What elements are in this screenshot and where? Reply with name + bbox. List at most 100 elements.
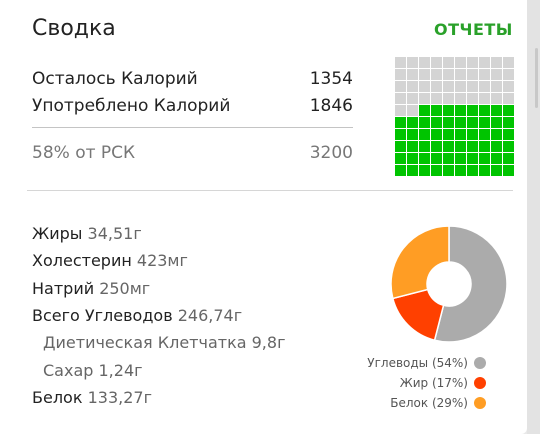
waffle-cell-empty — [455, 57, 466, 68]
waffle-cell-empty — [407, 81, 418, 92]
waffle-cell-filled — [491, 117, 502, 128]
waffle-cell-filled — [455, 129, 466, 140]
waffle-cell-filled — [479, 153, 490, 164]
scrollbar-track[interactable] — [527, 0, 540, 434]
waffle-cell-empty — [467, 69, 478, 80]
waffle-cell-empty — [443, 69, 454, 80]
nutrient-label: Всего Углеводов — [32, 305, 173, 325]
waffle-cell-empty — [407, 69, 418, 80]
waffle-cell-filled — [491, 165, 502, 176]
waffle-cell-filled — [419, 129, 430, 140]
waffle-cell-empty — [431, 57, 442, 68]
waffle-cell-empty — [467, 57, 478, 68]
scrollbar-thumb[interactable] — [535, 48, 538, 108]
summary-card: Сводка ОТЧЕТЫ Осталось Калорий 1354 Упот… — [0, 0, 527, 434]
legend-label: Жир (17%) — [399, 376, 468, 390]
waffle-cell-filled — [395, 117, 406, 128]
waffle-cell-empty — [455, 93, 466, 104]
waffle-cell-empty — [503, 69, 514, 80]
waffle-cell-filled — [479, 105, 490, 116]
waffle-cell-empty — [431, 81, 442, 92]
waffle-cell-filled — [467, 105, 478, 116]
nutrient-label: Холестерин — [32, 251, 132, 271]
waffle-cell-filled — [455, 141, 466, 152]
waffle-cell-filled — [467, 129, 478, 140]
waffle-cell-filled — [491, 141, 502, 152]
waffle-cell-filled — [407, 165, 418, 176]
waffle-cell-filled — [407, 153, 418, 164]
waffle-cell-filled — [395, 141, 406, 152]
waffle-cell-empty — [419, 81, 430, 92]
waffle-cell-filled — [419, 141, 430, 152]
waffle-cell-empty — [455, 81, 466, 92]
remaining-calories-value: 1354 — [309, 69, 353, 89]
waffle-cell-empty — [479, 57, 490, 68]
waffle-cell-filled — [503, 141, 514, 152]
waffle-cell-filled — [503, 153, 514, 164]
nutrient-row: Сахар 1,24г — [43, 361, 143, 380]
donut-slice-Белок — [390, 225, 450, 300]
waffle-cell-filled — [443, 165, 454, 176]
remaining-calories-label: Осталось Калорий — [32, 69, 198, 89]
calorie-waffle-grid — [395, 57, 514, 176]
nutrient-value: 246,74г — [172, 305, 243, 325]
nutrient-label: Натрий — [32, 278, 95, 298]
waffle-cell-empty — [395, 105, 406, 116]
nutrient-label: Диетическая Клетчатка — [43, 333, 247, 353]
legend-label: Углеводы (54%) — [367, 356, 468, 370]
waffle-cell-filled — [455, 117, 466, 128]
waffle-cell-filled — [503, 117, 514, 128]
waffle-cell-filled — [503, 105, 514, 116]
waffle-cell-filled — [431, 105, 442, 116]
waffle-cell-empty — [443, 93, 454, 104]
waffle-cell-empty — [443, 57, 454, 68]
waffle-cell-filled — [443, 141, 454, 152]
nutrient-value: 1,24г — [93, 360, 143, 380]
legend-dot — [474, 377, 486, 389]
waffle-cell-empty — [491, 81, 502, 92]
nutrient-row: Диетическая Клетчатка 9,8г — [43, 333, 285, 352]
waffle-cell-filled — [431, 141, 442, 152]
nutrient-row: Белок 133,27г — [32, 388, 152, 407]
waffle-cell-empty — [491, 57, 502, 68]
consumed-calories-label: Употреблено Калорий — [32, 96, 231, 116]
legend-dot — [474, 357, 486, 369]
waffle-cell-filled — [431, 153, 442, 164]
nutrient-label: Сахар — [43, 360, 94, 380]
legend-label: Белок (29%) — [390, 396, 468, 410]
waffle-cell-empty — [431, 69, 442, 80]
donut-slice-Углеводы — [433, 225, 508, 343]
reports-link[interactable]: ОТЧЕТЫ — [434, 20, 513, 39]
waffle-cell-filled — [467, 165, 478, 176]
nutrient-row: Холестерин 423мг — [32, 251, 188, 270]
waffle-cell-empty — [491, 93, 502, 104]
waffle-cell-empty — [467, 81, 478, 92]
waffle-cell-filled — [407, 117, 418, 128]
waffle-cell-empty — [419, 57, 430, 68]
waffle-cell-empty — [491, 69, 502, 80]
nutrient-value: 34,51г — [82, 224, 142, 243]
waffle-cell-filled — [443, 105, 454, 116]
waffle-cell-empty — [395, 69, 406, 80]
waffle-cell-filled — [467, 153, 478, 164]
nutrient-value: 250мг — [94, 278, 151, 298]
waffle-cell-filled — [431, 129, 442, 140]
donut-svg — [390, 225, 508, 343]
percent-of-goal-label: 58% от РСК — [32, 143, 136, 163]
waffle-cell-empty — [395, 81, 406, 92]
divider — [32, 127, 353, 128]
waffle-cell-empty — [479, 81, 490, 92]
waffle-cell-filled — [479, 129, 490, 140]
waffle-cell-filled — [407, 141, 418, 152]
consumed-calories-value: 1846 — [309, 96, 353, 116]
waffle-cell-empty — [479, 69, 490, 80]
legend-dot — [474, 397, 486, 409]
waffle-cell-filled — [455, 153, 466, 164]
waffle-cell-filled — [431, 165, 442, 176]
waffle-cell-filled — [407, 129, 418, 140]
waffle-cell-empty — [419, 69, 430, 80]
nutrient-row: Всего Углеводов 246,74г — [32, 306, 242, 325]
section-divider — [27, 190, 513, 191]
waffle-cell-filled — [395, 165, 406, 176]
consumed-calories-row: Употреблено Калорий 1846 — [32, 96, 353, 116]
